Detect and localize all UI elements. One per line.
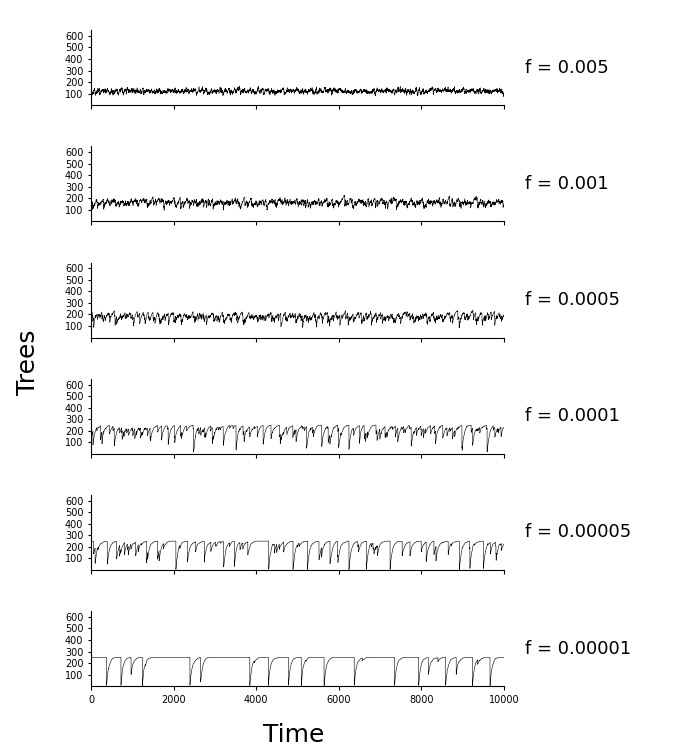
Text: f = 0.001: f = 0.001 xyxy=(525,175,608,193)
Text: f = 0.00001: f = 0.00001 xyxy=(525,639,631,657)
Text: f = 0.0001: f = 0.0001 xyxy=(525,407,620,425)
Text: f = 0.00005: f = 0.00005 xyxy=(525,523,631,541)
Text: f = 0.005: f = 0.005 xyxy=(525,59,608,77)
Text: Time: Time xyxy=(263,723,325,747)
Text: Trees: Trees xyxy=(16,329,40,394)
Text: f = 0.0005: f = 0.0005 xyxy=(525,291,620,309)
